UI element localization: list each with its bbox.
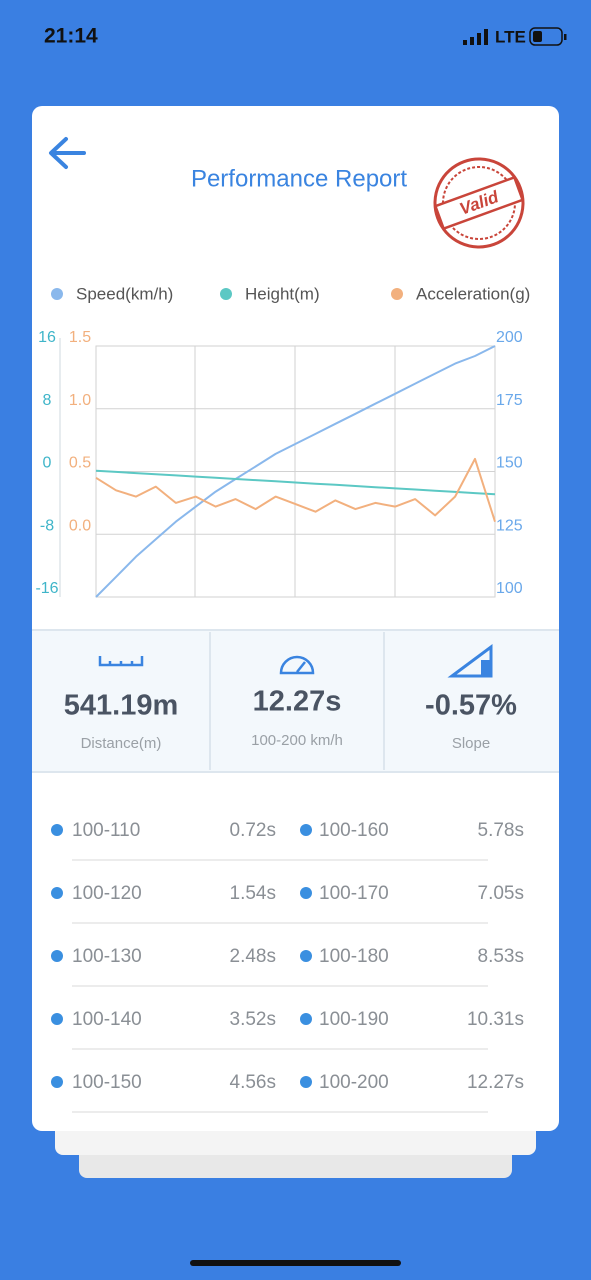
split-range: 100-190 <box>319 1009 389 1030</box>
y3-tick-label: 1.5 <box>69 329 91 346</box>
split-range: 100-110 <box>72 820 140 841</box>
summary-cells: 541.19m Distance(m) 12.27s 100-200 km/h -0.5… <box>64 686 517 752</box>
y3-tick-label: 1.0 <box>69 392 91 409</box>
y2-tick-label: 150 <box>496 455 523 472</box>
split-dot <box>51 1076 63 1088</box>
signal-icon <box>463 29 488 45</box>
summary-value: 541.19m <box>64 690 179 722</box>
split-range: 100-130 <box>72 946 142 967</box>
y2-tick-label: 200 <box>496 329 523 346</box>
split-time: 1.54s <box>230 883 276 904</box>
split-list: 100-110 0.72s 100-120 1.54s 100-130 2.48s 100-… <box>51 820 524 1113</box>
summary-value: 12.27s <box>253 686 342 718</box>
split-dot <box>300 1076 312 1088</box>
status-network: LTE <box>495 27 526 46</box>
split-time: 7.05s <box>478 883 524 904</box>
split-range: 100-180 <box>319 946 389 967</box>
y2-tick-label: 125 <box>496 517 523 534</box>
split-dot <box>51 950 63 962</box>
y3-tick-label: 0.5 <box>69 455 91 472</box>
y2-tick-label: 100 <box>496 580 523 597</box>
split-range: 100-200 <box>319 1072 389 1093</box>
page-title: Performance Report <box>191 165 407 192</box>
legend-marker <box>220 288 232 300</box>
split-time: 3.52s <box>230 1009 276 1030</box>
distance-icon <box>98 656 144 667</box>
split-dot <box>300 824 312 836</box>
split-range: 100-120 <box>72 883 142 904</box>
status-time: 21:14 <box>44 25 98 48</box>
split-time: 12.27s <box>467 1072 524 1093</box>
battery-icon <box>529 27 567 46</box>
legend-marker <box>51 288 63 300</box>
back-button[interactable] <box>49 137 86 169</box>
series-line <box>95 469 496 496</box>
split-dot <box>51 887 63 899</box>
legend-marker <box>391 288 403 300</box>
valid-stamp: Valid <box>433 157 525 249</box>
y3-tick-label: 0.0 <box>69 517 91 534</box>
split-range: 100-150 <box>72 1072 142 1093</box>
legend-label: Speed(km/h) <box>76 284 173 303</box>
split-time: 8.53s <box>478 946 524 967</box>
split-dot <box>300 1013 312 1025</box>
split-range: 100-140 <box>72 1009 142 1030</box>
split-time: 0.72s <box>230 820 276 841</box>
summary-value: -0.57% <box>425 690 517 722</box>
summary-label: Slope <box>452 735 490 752</box>
split-time: 10.31s <box>467 1009 524 1030</box>
y2-tick-label: 175 <box>496 392 523 409</box>
legend-label: Height(m) <box>245 284 320 303</box>
y-tick-label: 0 <box>43 455 52 472</box>
series-line <box>95 345 496 598</box>
report-card <box>32 106 559 1131</box>
summary-panel <box>32 630 559 772</box>
y-tick-label: 16 <box>38 329 56 346</box>
split-dot <box>300 887 312 899</box>
split-time: 4.56s <box>230 1072 276 1093</box>
split-time: 2.48s <box>230 946 276 967</box>
split-range: 100-160 <box>319 820 389 841</box>
speedometer-icon <box>279 655 315 675</box>
series-line <box>95 457 496 523</box>
split-dot <box>51 824 63 836</box>
y-tick-label: 8 <box>43 392 52 409</box>
y-tick-label: -16 <box>35 580 58 597</box>
summary-label: Distance(m) <box>81 735 162 752</box>
legend-label: Acceleration(g) <box>416 284 530 303</box>
split-dot <box>51 1013 63 1025</box>
summary-label: 100-200 km/h <box>251 732 343 749</box>
slope-icon <box>447 644 493 678</box>
y-tick-label: -8 <box>40 517 54 534</box>
split-range: 100-170 <box>319 883 389 904</box>
split-time: 5.78s <box>478 820 524 841</box>
split-dot <box>300 950 312 962</box>
home-indicator <box>190 1260 401 1266</box>
